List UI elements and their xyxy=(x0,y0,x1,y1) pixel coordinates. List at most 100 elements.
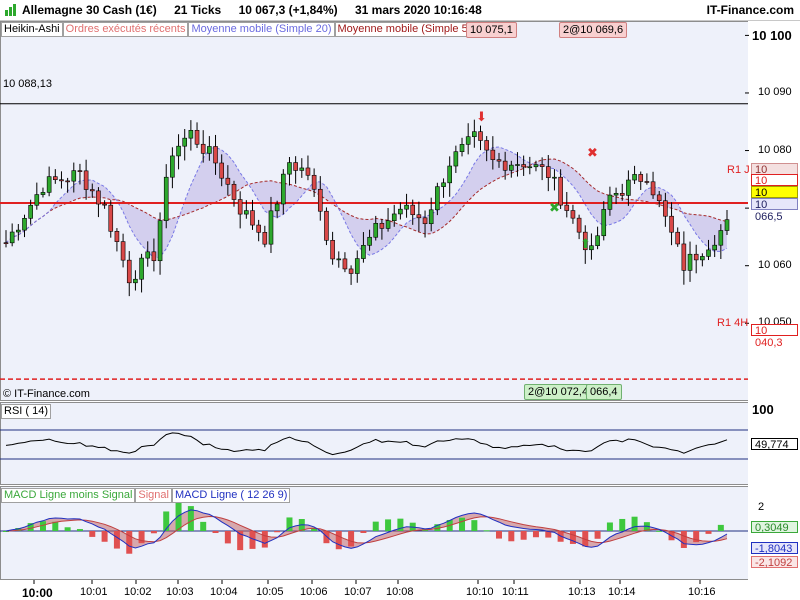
macd-hist-bar xyxy=(237,531,244,551)
macd-legend-hist[interactable]: MACD Ligne moins Signal xyxy=(1,488,136,503)
candle-body xyxy=(472,131,477,137)
candle-body xyxy=(373,222,379,238)
macd-hist-tag: 0,3049 xyxy=(751,521,798,534)
macd-line-tag: -1,8043 xyxy=(751,542,798,555)
candle-body xyxy=(502,160,508,171)
rsi-panel[interactable] xyxy=(0,402,749,485)
time-tick-label: 10:16 xyxy=(688,586,716,598)
macd-hist-bar xyxy=(582,531,589,547)
macd-hist-bar xyxy=(434,524,441,531)
candle-body xyxy=(342,258,348,270)
candle-body xyxy=(157,220,163,262)
last-price: 10 067,3 (+1,84%) xyxy=(238,3,338,17)
candle-body xyxy=(52,176,58,181)
datetime: 31 mars 2020 10:16:48 xyxy=(354,3,482,17)
title-text: Allemagne 30 Cash (1€) 21 Ticks 10 067,3… xyxy=(22,3,496,17)
legend-recent-orders[interactable]: Ordres exécutés récents xyxy=(62,22,189,37)
rsi-tick-100: 100 xyxy=(752,402,774,417)
macd-hist-bar xyxy=(64,527,71,531)
macd-hist-bar xyxy=(360,531,367,533)
macd-hist-bar xyxy=(606,522,613,531)
candle-body xyxy=(453,151,459,167)
rsi-label[interactable]: RSI ( 14) xyxy=(1,404,52,419)
candle-body xyxy=(22,218,27,231)
candle-body xyxy=(619,193,625,196)
order-badge-top-left[interactable]: 10 075,1 xyxy=(466,22,517,38)
legend-ma50[interactable]: Moyenne mobile (Simple 50) xyxy=(334,22,481,37)
candle-body xyxy=(9,231,15,244)
candle-body xyxy=(367,236,372,246)
candle-body xyxy=(83,170,89,190)
candle-body xyxy=(77,170,83,172)
macd-hist-bar xyxy=(569,531,576,544)
candle-body xyxy=(712,244,717,251)
time-tick-label: 10:08 xyxy=(386,586,414,598)
candle-body xyxy=(385,220,391,229)
candle-body xyxy=(336,258,342,261)
candle-body xyxy=(237,199,243,215)
candle-body xyxy=(182,137,188,147)
brand-label: IT-Finance.com xyxy=(706,3,794,17)
candle-body xyxy=(706,249,711,257)
price-axis xyxy=(748,21,800,401)
candle-body xyxy=(576,217,582,233)
time-tick-label: 10:07 xyxy=(344,586,372,598)
tick-setting[interactable]: 21 Ticks xyxy=(174,3,222,17)
macd-legend-signal[interactable]: Signal xyxy=(135,488,172,503)
candle-body xyxy=(151,251,157,262)
macd-hist-bar xyxy=(656,530,663,532)
candle-body xyxy=(207,146,212,154)
rsi-value-tag: 49,774 xyxy=(751,438,798,451)
candle-body xyxy=(509,164,514,171)
time-tick-label: 10:01 xyxy=(80,586,108,598)
legend-heikin-ashi[interactable]: Heikin-Ashi xyxy=(1,22,63,37)
candle-body xyxy=(256,224,261,233)
order-badge-bottom-right[interactable]: 066,4 xyxy=(586,384,622,400)
candle-body xyxy=(613,193,619,196)
candle-body xyxy=(521,164,526,168)
ma20-line xyxy=(5,146,728,259)
candle-body xyxy=(170,155,175,178)
price-tick-label: 10 090 xyxy=(758,85,792,98)
candle-body xyxy=(354,258,360,274)
candle-body xyxy=(515,164,520,166)
order-badge-bottom-left[interactable]: 2@10 072,4 xyxy=(524,384,593,400)
candle-body xyxy=(404,204,409,210)
macd-hist-bar xyxy=(52,521,59,531)
macd-hist-bar xyxy=(545,531,552,538)
candle-body xyxy=(564,204,570,211)
candle-body xyxy=(582,231,588,251)
order-badge-top-right[interactable]: 2@10 069,6 xyxy=(559,22,628,38)
candle-body xyxy=(650,181,656,196)
candle-body xyxy=(675,231,681,245)
macd-hist-bar xyxy=(471,520,478,531)
candle-body xyxy=(545,166,551,178)
candle-body xyxy=(163,176,169,221)
candle-body xyxy=(40,192,46,195)
macd-hist-bar xyxy=(113,531,120,549)
legend-ma20[interactable]: Moyenne mobile (Simple 20) xyxy=(188,22,335,37)
candle-body xyxy=(65,180,70,183)
macd-hist-bar xyxy=(39,521,46,531)
candle-body xyxy=(28,204,33,219)
candle-body xyxy=(348,268,354,274)
candle-body xyxy=(632,174,637,181)
candle-body xyxy=(120,241,126,261)
candle-body xyxy=(176,145,181,157)
candle-body xyxy=(570,210,576,219)
candle-body xyxy=(213,146,218,164)
candle-body xyxy=(391,213,397,222)
candle-body xyxy=(108,204,114,232)
macd-hist-bar xyxy=(495,531,502,539)
candle-body xyxy=(552,176,557,179)
candle-body xyxy=(490,149,496,160)
candle-body xyxy=(114,231,120,242)
candle-body xyxy=(145,251,151,259)
time-tick-label: 10:13 xyxy=(568,586,596,598)
macd-legend-line[interactable]: MACD Ligne ( 12 26 9) xyxy=(171,488,291,503)
macd-hist-bar xyxy=(249,531,256,549)
candle-body xyxy=(361,244,366,259)
candle-body xyxy=(527,166,533,169)
candle-body xyxy=(589,245,594,251)
